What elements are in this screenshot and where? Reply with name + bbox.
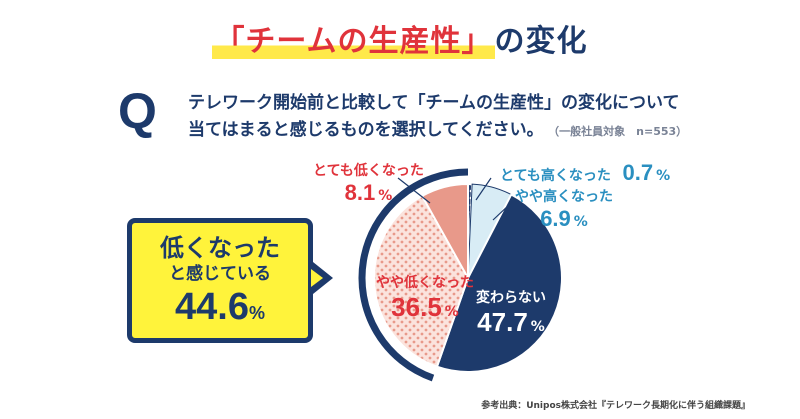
label-slightly-low: やや低くなった 36.5%: [376, 272, 474, 323]
label-no-change-value: 47.7: [477, 307, 528, 337]
question-mark: Q: [118, 83, 157, 139]
label-slightly-high-value: 6.9: [540, 206, 571, 231]
question-note: （一般社員対象 n=553）: [553, 125, 688, 138]
label-slightly-high-name: やや高くなった: [515, 189, 613, 205]
label-slightly-high-unit: %: [573, 214, 588, 230]
question-text: テレワーク開始前と比較して「チームの生産性」の変化について 当てはまると感じるも…: [188, 90, 748, 145]
leader-line-slightly-high: [492, 203, 511, 221]
label-very-high-unit: %: [656, 168, 671, 184]
question-line-2: 当てはまると感じるものを選択してください。 （一般社員対象 n=553）: [188, 117, 748, 145]
label-slightly-low-value: 36.5: [391, 292, 442, 322]
label-very-low-value: 8.1: [344, 180, 376, 205]
callout-line-2: と感じている: [169, 264, 271, 284]
low-summary-callout: 低くなった と感じている 44.6%: [127, 218, 313, 343]
leader-line-very-high: [475, 177, 492, 201]
chart-title: 「チームの生産性」の変化: [0, 16, 800, 60]
callout-value: 44.6%: [132, 285, 308, 335]
slice-slightly-low: [373, 194, 470, 369]
pie-slices: [373, 182, 563, 373]
leader-line-very-low: [397, 177, 431, 204]
chart-title-rest: の変化: [494, 24, 588, 59]
slice-very-low: [420, 182, 469, 282]
label-slightly-low-name: やや低くなった: [376, 275, 474, 291]
label-slightly-high: やや高くなった 6.9%: [515, 186, 613, 232]
label-slightly-low-unit: %: [444, 304, 459, 320]
source-note: 参考出典：Unipos株式会社『テレワーク長期化に伴う組織課題』: [481, 401, 750, 411]
slice-no-change: [435, 193, 563, 373]
callout-unit: %: [248, 303, 265, 323]
question-line-1: テレワーク開始前と比較して「チームの生産性」の変化について: [188, 93, 680, 113]
label-very-high: とても高くなった 0.7%: [500, 160, 670, 186]
label-very-low-unit: %: [378, 188, 393, 204]
label-very-high-name: とても高くなった: [500, 168, 611, 184]
callout-pointer-inner: [311, 269, 323, 287]
label-very-low-name: とても低くなった: [313, 163, 424, 179]
question-line-2-text: 当てはまると感じるものを選択してください。: [188, 120, 544, 140]
chart-title-highlight: 「チームの生産性」: [212, 24, 495, 59]
label-no-change: 変わらない 47.7%: [476, 287, 546, 338]
label-very-low: とても低くなった 8.1%: [313, 160, 424, 206]
label-no-change-unit: %: [530, 319, 545, 335]
low-group-bracket-arc: [358, 168, 469, 382]
callout-line-1: 低くなった: [160, 234, 280, 262]
label-no-change-name: 変わらない: [476, 290, 546, 306]
callout-number: 44.6: [175, 286, 249, 328]
label-very-high-value: 0.7: [622, 160, 654, 185]
